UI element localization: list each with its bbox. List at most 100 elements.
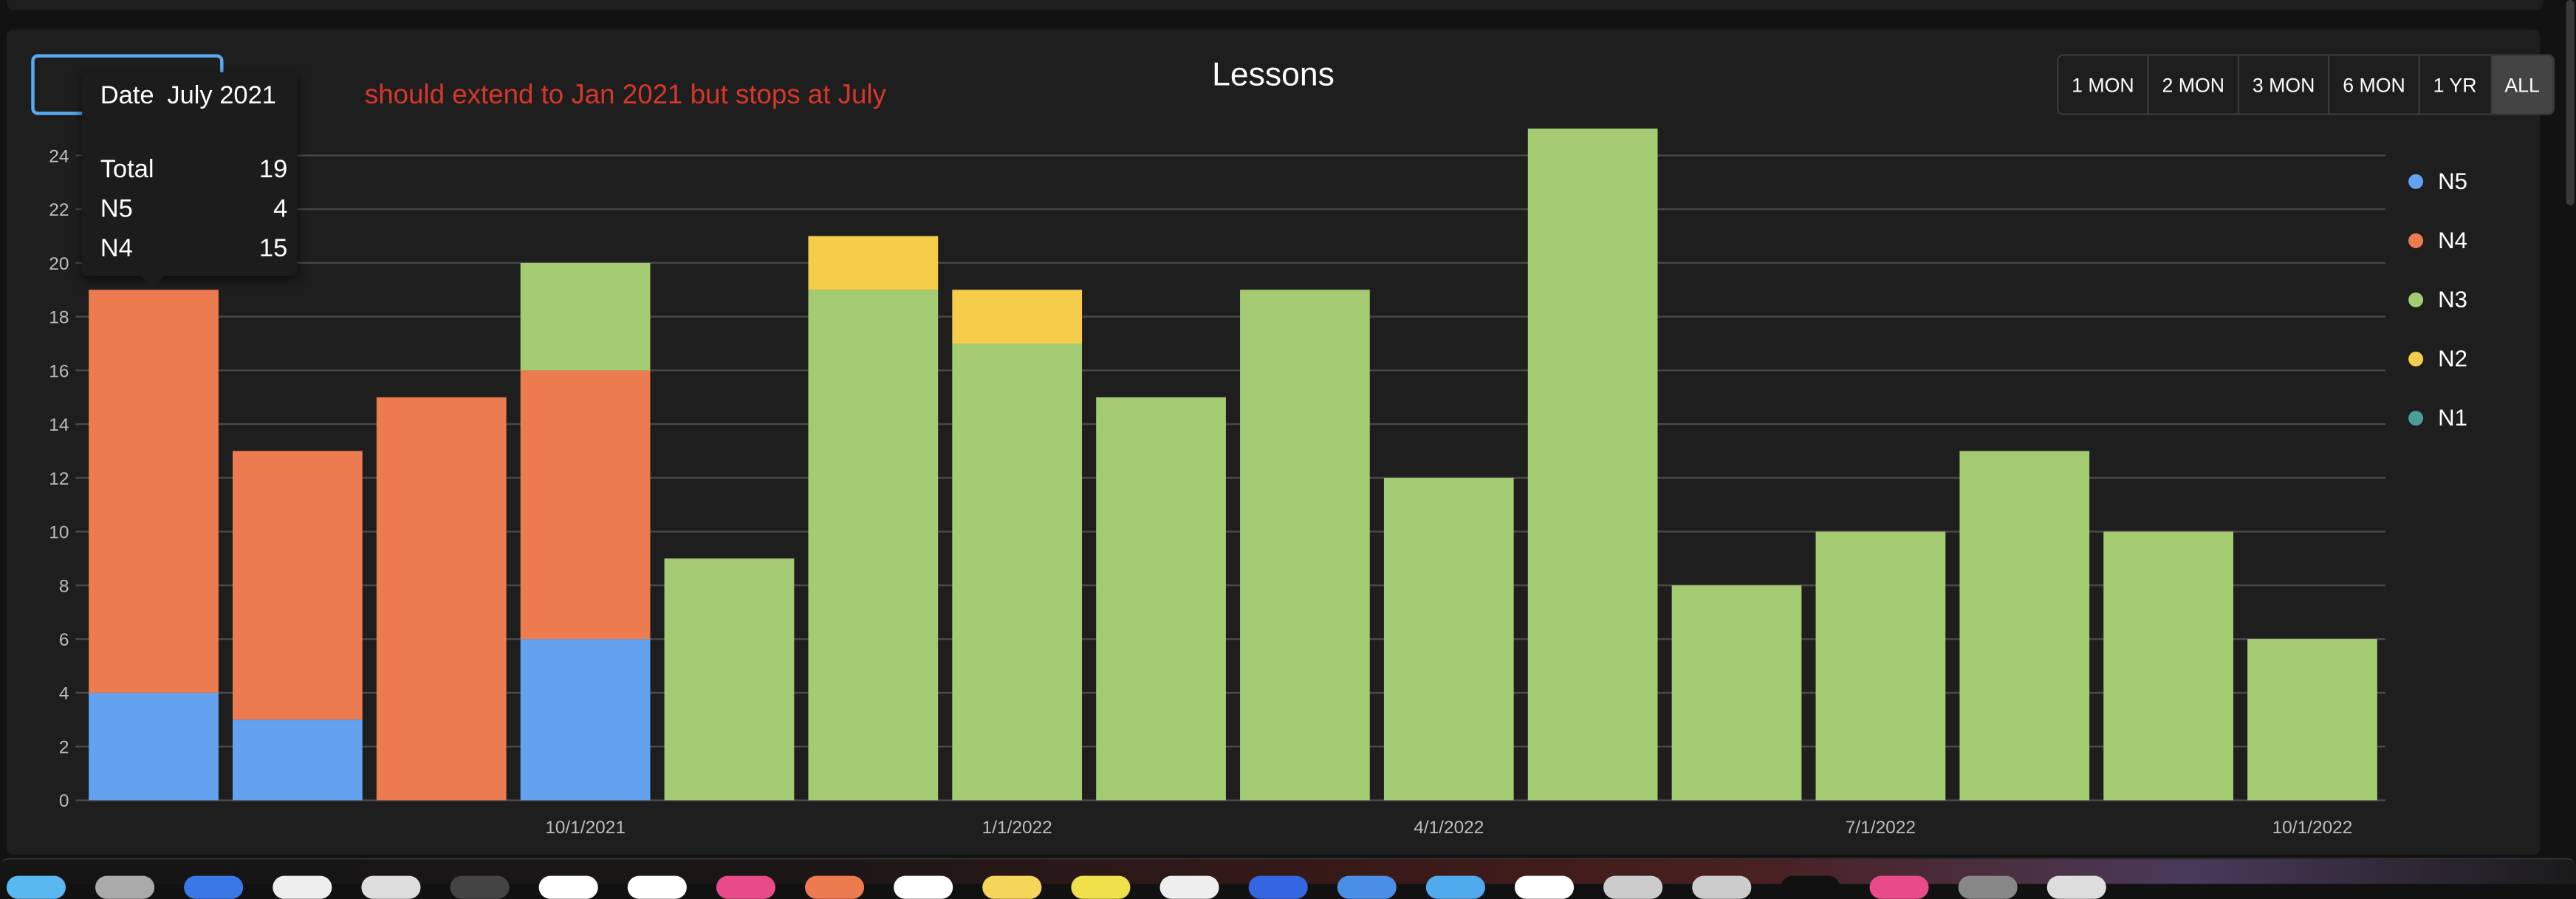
dock-app-icon[interactable] <box>1337 875 1397 899</box>
dock-app-icon[interactable] <box>1781 875 1840 899</box>
dock-app-icon[interactable] <box>361 875 421 899</box>
dock-app-icon[interactable] <box>1159 875 1219 899</box>
legend-dot-icon <box>2408 173 2424 188</box>
tooltip-n4-value: 15 <box>258 235 288 263</box>
dock-app-icon[interactable] <box>1603 875 1663 899</box>
dock-app-icon[interactable] <box>982 875 1042 899</box>
dock-app-icon[interactable] <box>1514 875 1575 899</box>
dock-app-icon[interactable] <box>95 875 155 899</box>
bar-segment-n3 <box>520 262 651 371</box>
y-tick-label: 20 <box>49 254 69 274</box>
range-3-month-button[interactable]: 3 MON <box>2239 55 2330 114</box>
x-tick-label: 10/1/2022 <box>2272 818 2353 838</box>
x-tick-label: 1/1/2022 <box>982 818 1052 838</box>
dock-app-icon[interactable] <box>1425 875 1485 899</box>
y-tick-label: 16 <box>49 361 69 381</box>
y-tick-label: 6 <box>59 630 69 650</box>
y-tick-label: 2 <box>59 737 69 757</box>
tooltip-n4-label: N4 <box>100 235 133 263</box>
y-tick-label: 10 <box>49 523 69 543</box>
dock-app-icon[interactable] <box>716 875 775 899</box>
tooltip-total-label: Total <box>100 156 154 185</box>
bar-segment-n3 <box>2103 531 2233 801</box>
dock <box>0 858 2576 899</box>
dock-app-icon[interactable] <box>1869 875 1929 899</box>
legend-item-n5[interactable]: N5 <box>2408 168 2467 194</box>
chart-title: Lessons <box>1212 57 1335 94</box>
bar-segment-n3 <box>2247 639 2377 801</box>
legend-dot-icon <box>2408 350 2424 366</box>
dock-app-icon[interactable] <box>1248 875 1308 899</box>
dock-app-icon[interactable] <box>6 875 66 899</box>
dock-app-icon[interactable] <box>273 875 332 899</box>
bar-segment-n3 <box>1959 451 2090 801</box>
bar-segment-n3 <box>808 290 939 801</box>
bar-segment-n4 <box>520 370 651 640</box>
y-tick-label: 12 <box>49 469 69 489</box>
bar-segment-n3 <box>664 558 795 801</box>
x-tick-label: 10/1/2021 <box>545 818 626 838</box>
legend-dot-icon <box>2408 291 2424 307</box>
legend-item-n1[interactable]: N1 <box>2408 404 2467 431</box>
bar-segment-n4 <box>89 290 219 693</box>
legend-label: N4 <box>2438 226 2467 253</box>
bar-segment-n3 <box>1383 477 1514 801</box>
tooltip-date-value: July 2021 <box>167 82 276 111</box>
range-2-month-button[interactable]: 2 MON <box>2149 55 2240 114</box>
bar-segment-n4 <box>376 397 507 801</box>
y-tick-label: 14 <box>49 415 69 435</box>
tooltip-date-label: Date <box>100 82 154 111</box>
dock-app-icon[interactable] <box>1071 875 1131 899</box>
chart-tooltip: Date July 2021 Total 19 N5 4 N4 15 <box>82 72 298 288</box>
legend-item-n2[interactable]: N2 <box>2408 345 2467 372</box>
bar-segment-n5 <box>232 719 363 801</box>
dock-app-icon[interactable] <box>805 875 865 899</box>
tooltip-total-value: 19 <box>258 156 288 185</box>
tooltip-n5-value: 4 <box>273 195 288 224</box>
bar-segment-n4 <box>232 451 363 720</box>
bar-segment-n2 <box>808 236 939 290</box>
range-1-year-button[interactable]: 1 YR <box>2420 55 2492 114</box>
legend-dot-icon <box>2408 410 2424 425</box>
bar-segment-n3 <box>1096 397 1226 801</box>
annotation-note: should extend to Jan 2021 but stops at J… <box>364 81 886 111</box>
legend-label: N3 <box>2438 286 2467 312</box>
dock-app-icon[interactable] <box>538 875 598 899</box>
x-tick-label: 4/1/2022 <box>1414 818 1484 838</box>
range-1-month-button[interactable]: 1 MON <box>2058 55 2149 114</box>
bar-segment-n3 <box>1815 531 1946 801</box>
top-card <box>6 0 2544 10</box>
legend-label: N2 <box>2438 345 2467 372</box>
dock-app-icon[interactable] <box>627 875 687 899</box>
scrollbar-thumb[interactable] <box>2566 0 2575 206</box>
y-tick-label: 24 <box>49 146 69 166</box>
y-tick-label: 0 <box>59 791 69 811</box>
dock-app-icon[interactable] <box>1958 875 2018 899</box>
range-all-button[interactable]: ALL <box>2491 55 2553 114</box>
bar-segment-n3 <box>1527 129 1658 801</box>
legend-label: N5 <box>2438 167 2467 194</box>
legend-item-n4[interactable]: N4 <box>2408 227 2467 253</box>
dock-app-icon[interactable] <box>894 875 953 899</box>
bar-segment-n5 <box>520 639 651 801</box>
tooltip-n5-label: N5 <box>100 195 133 224</box>
y-tick-label: 8 <box>59 576 69 596</box>
dock-app-icon[interactable] <box>1692 875 1752 899</box>
legend-item-n3[interactable]: N3 <box>2408 286 2467 312</box>
y-tick-label: 18 <box>49 308 69 328</box>
range-selector: 1 MON 2 MON 3 MON 6 MON 1 YR ALL <box>2057 54 2555 115</box>
y-tick-label: 22 <box>49 200 69 220</box>
range-6-month-button[interactable]: 6 MON <box>2329 55 2420 114</box>
legend-dot-icon <box>2408 232 2424 247</box>
bar-segment-n3 <box>1671 585 1802 801</box>
bar-segment-n2 <box>952 290 1083 344</box>
dock-app-icon[interactable] <box>2046 875 2106 899</box>
bar-segment-n3 <box>1240 290 1370 801</box>
y-tick-label: 4 <box>59 684 69 704</box>
dock-app-icon[interactable] <box>450 875 510 899</box>
dock-app-icon[interactable] <box>184 875 244 899</box>
legend-label: N1 <box>2438 404 2467 431</box>
bar-segment-n3 <box>952 343 1083 801</box>
